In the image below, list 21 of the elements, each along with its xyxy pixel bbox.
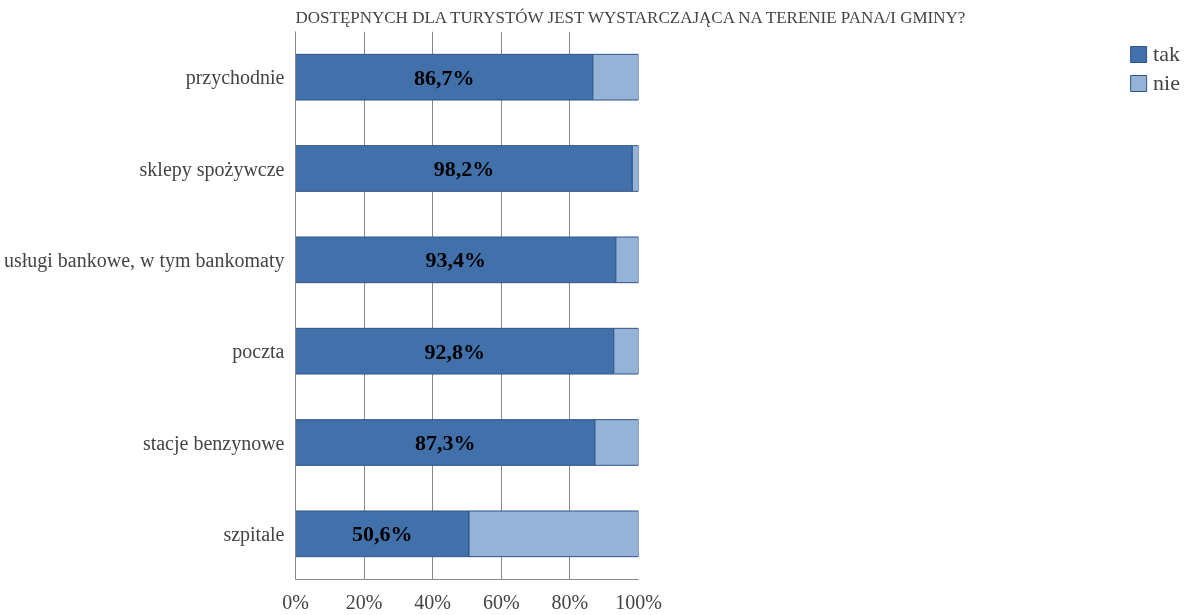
x-tick-label: 100% <box>615 590 662 613</box>
x-tick-label: 20% <box>345 590 383 613</box>
x-tick-label: 0% <box>282 590 309 613</box>
y-tick-label: poczta <box>232 340 285 364</box>
y-tick-label: przychodnie <box>185 66 285 90</box>
x-tick-label: 80% <box>551 590 589 613</box>
data-label: 87,3% <box>414 430 476 455</box>
legend-label: tak <box>1153 41 1180 67</box>
data-label: 50,6% <box>352 521 413 547</box>
x-tick-label: 40% <box>414 590 452 613</box>
y-tick-label: usługi bankowe, w tym bankomaty <box>3 248 285 272</box>
y-tick-label: sklepy spożywcze <box>139 157 285 181</box>
y-tick-label: szpitale <box>223 522 285 546</box>
chart-title: DOSTĘPNYCH DLA TURYSTÓW JEST WYSTARCZAJĄCA NA TERENIE PANA/I GMINY? <box>295 7 966 27</box>
data-label: 86,7% <box>413 64 475 90</box>
legend-label: nie <box>1153 70 1180 96</box>
data-label: 93,4% <box>425 247 486 273</box>
data-label: 98,2% <box>433 156 495 181</box>
data-label: 92,8% <box>424 338 485 364</box>
x-tick-label: 60% <box>482 590 520 613</box>
y-tick-label: stacje benzynowe <box>142 431 285 455</box>
